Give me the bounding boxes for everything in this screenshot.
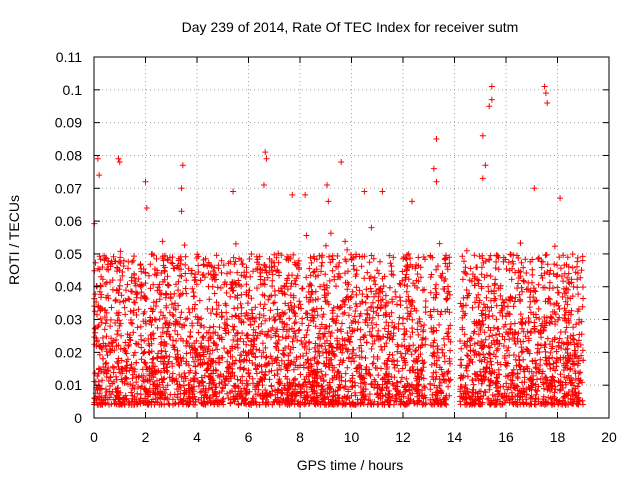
roti-peak-point xyxy=(263,155,270,162)
roti-peak-point xyxy=(486,103,493,110)
chart-title: Day 239 of 2014, Rate Of TEC Index for r… xyxy=(182,19,519,35)
x-tick-label: 6 xyxy=(245,429,253,445)
y-tick-label: 0.03 xyxy=(55,312,82,328)
y-tick-label: 0.01 xyxy=(55,377,82,393)
roti-peak-point xyxy=(230,188,237,195)
roti-peak-point xyxy=(379,188,386,195)
roti-peak-point xyxy=(262,149,269,156)
y-tick-label: 0.04 xyxy=(55,279,82,295)
roti-peak-point xyxy=(115,155,122,162)
roti-peak-point xyxy=(178,208,185,215)
x-tick-label: 16 xyxy=(498,429,514,445)
roti-peak-point xyxy=(142,178,149,185)
roti-peak-point xyxy=(488,96,495,103)
roti-peak-point xyxy=(178,185,185,192)
roti-peak-point xyxy=(557,195,564,202)
roti-peak-point xyxy=(324,181,331,188)
roti-peak-point xyxy=(179,162,186,169)
y-tick-label: 0.06 xyxy=(55,213,82,229)
x-tick-labels: 0 2 4 6 8 10 12 14 16 18 20 xyxy=(90,429,617,445)
roti-peak-point xyxy=(338,159,345,166)
y-tick-label: 0.05 xyxy=(55,246,82,262)
y-tick-labels: 0 0.01 0.02 0.03 0.04 0.05 0.06 0.07 0.08 0.09 0.1… xyxy=(55,49,82,426)
grid-lines xyxy=(94,57,609,418)
x-tick-label: 12 xyxy=(395,429,411,445)
roti-peak-point xyxy=(542,90,549,97)
roti-peak-point xyxy=(325,198,332,205)
x-tick-label: 14 xyxy=(447,429,463,445)
y-tick-label: 0 xyxy=(74,410,82,426)
roti-peak-point xyxy=(143,204,150,211)
x-tick-label: 20 xyxy=(601,429,617,445)
roti-peak-point xyxy=(116,159,123,166)
x-axis-label: GPS time / hours xyxy=(297,457,404,473)
roti-peak-point xyxy=(409,198,416,205)
roti-peak-point xyxy=(94,155,101,162)
roti-peak-point xyxy=(488,83,495,90)
axis-ticks xyxy=(93,56,610,419)
data-points xyxy=(91,83,587,408)
y-tick-label: 0.1 xyxy=(63,82,83,98)
x-tick-label: 4 xyxy=(193,429,201,445)
y-tick-label: 0.07 xyxy=(55,180,82,196)
y-tick-label: 0.09 xyxy=(55,115,82,131)
roti-peak-point xyxy=(433,136,440,143)
roti-peak-point xyxy=(433,178,440,185)
roti-peak-point xyxy=(361,188,368,195)
x-tick-label: 10 xyxy=(344,429,360,445)
roti-peak-point xyxy=(482,162,489,169)
roti-peak-point xyxy=(96,172,103,179)
x-tick-label: 2 xyxy=(142,429,150,445)
roti-peak-point xyxy=(430,165,437,172)
roti-peak-point xyxy=(289,191,296,198)
roti-peak-point xyxy=(479,175,486,182)
roti-peak-point xyxy=(544,99,551,106)
x-tick-label: 18 xyxy=(550,429,566,445)
roti-peak-point xyxy=(531,185,538,192)
roti-point-cloud xyxy=(91,220,587,408)
y-tick-label: 0.08 xyxy=(55,147,82,163)
y-tick-label: 0.11 xyxy=(56,49,82,65)
roti-peak-point xyxy=(479,132,486,139)
x-tick-label: 8 xyxy=(296,429,304,445)
y-tick-label: 0.02 xyxy=(55,344,82,360)
roti-peak-point xyxy=(541,83,548,90)
roti-peak-point xyxy=(302,191,309,198)
y-axis-label: ROTI / TECUs xyxy=(6,195,22,285)
x-tick-label: 0 xyxy=(90,429,98,445)
roti-peak-point xyxy=(260,181,267,188)
